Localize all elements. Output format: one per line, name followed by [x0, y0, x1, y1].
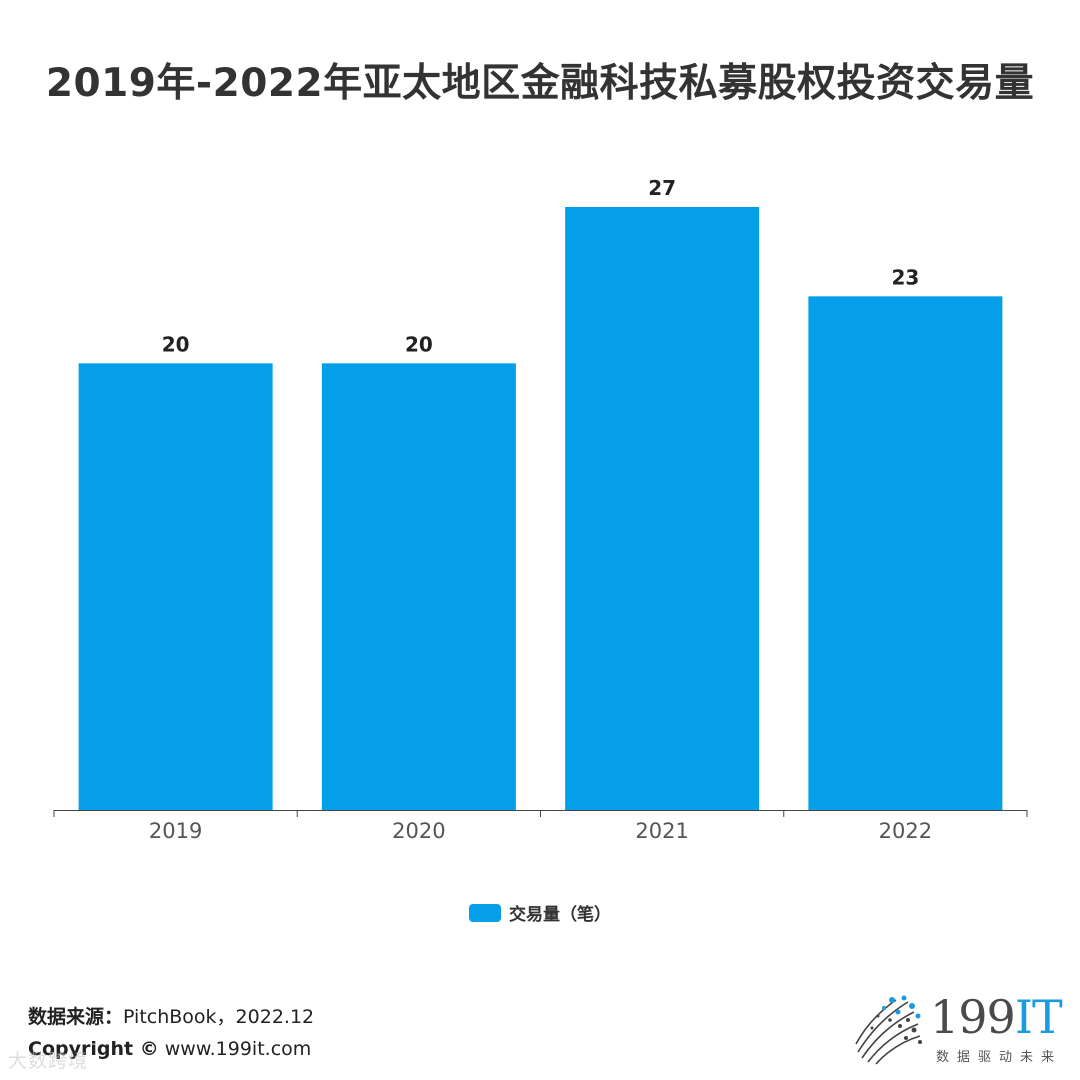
brand-logo: 199IT 数据驱动未来: [848, 990, 1068, 1070]
bar-2020: [321, 363, 516, 810]
data-source: 数据来源：PitchBook，2022.12: [28, 1002, 314, 1029]
bar-2021: [565, 207, 760, 810]
bar-2019: [78, 363, 273, 810]
bar-2022: [808, 296, 1003, 810]
legend: 交易量（笔）: [0, 900, 1080, 925]
data-label-2022: 23: [891, 265, 919, 289]
brand-name: 199IT: [930, 990, 1063, 1044]
data-label-2021: 27: [648, 176, 676, 200]
legend-swatch: [469, 903, 501, 922]
x-tick-label-2020: 2020: [392, 819, 445, 843]
copyright: Copyright © www.199it.com: [28, 1038, 311, 1060]
watermark: 大数跨境: [8, 1050, 89, 1072]
chart-title: 2019年-2022年亚太地区金融科技私募股权投资交易量: [45, 61, 1035, 106]
legend-label: 交易量（笔）: [509, 905, 611, 925]
data-label-2019: 20: [162, 332, 190, 356]
data-label-2020: 20: [405, 332, 433, 356]
x-tick-label-2019: 2019: [149, 819, 202, 843]
copyright-label: Copyright ©: [28, 1038, 159, 1060]
brand-tagline: 数据驱动未来: [936, 1050, 1063, 1065]
source-value: PitchBook，2022.12: [123, 1006, 315, 1028]
copyright-value: www.199it.com: [164, 1038, 312, 1060]
source-label: 数据来源：: [28, 1006, 124, 1028]
dot-globe-icon: [855, 995, 922, 1065]
x-tick-label-2021: 2021: [635, 819, 688, 843]
x-tick-label-2022: 2022: [879, 819, 932, 843]
